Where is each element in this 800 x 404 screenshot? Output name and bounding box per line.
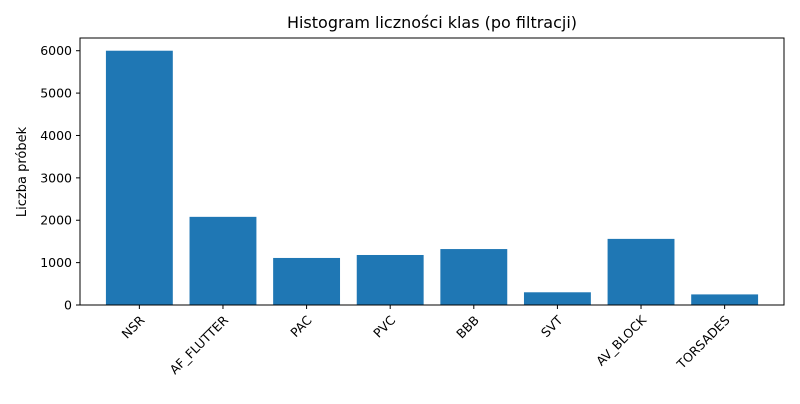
x-tick-label: NSR: [119, 312, 148, 341]
y-axis-label: Liczba próbek: [15, 126, 30, 217]
bar-av-block: [607, 238, 675, 305]
y-tick-label: 1000: [40, 255, 72, 270]
x-tick-label: AV_BLOCK: [593, 312, 650, 369]
x-tick-label: SVT: [538, 312, 566, 340]
x-axis: NSR AF_FLUTTER PAC PVC BBB SVT AV_BLOCK TORSADE…: [119, 305, 733, 377]
bar-svt: [523, 292, 591, 305]
x-tick-label: PVC: [370, 312, 398, 340]
y-tick-label: 4000: [40, 128, 72, 143]
bar-pvc: [356, 254, 424, 305]
plot-frame: [79, 37, 785, 306]
y-tick-label: 0: [64, 298, 72, 313]
bar-bbb: [440, 249, 508, 305]
y-tick-label: 3000: [40, 170, 72, 185]
bar-pac: [273, 257, 341, 305]
bar-nsr: [105, 50, 173, 305]
chart-title: Histogram liczności klas (po filtracji): [287, 13, 577, 32]
y-tick-label: 5000: [40, 86, 72, 101]
bar-af-flutter: [189, 216, 257, 305]
y-tick-label: 6000: [40, 43, 72, 58]
bar-torsades: [691, 294, 759, 305]
x-tick-label: PAC: [287, 312, 315, 340]
y-tick-label: 2000: [40, 213, 72, 228]
x-tick-label: BBB: [453, 313, 482, 342]
x-tick-label: AF_FLUTTER: [167, 312, 232, 377]
x-tick-label: TORSADES: [673, 312, 733, 372]
bars-layer: [105, 50, 759, 305]
y-axis: 0 1000 2000 3000 4000 5000 6000: [40, 43, 80, 313]
